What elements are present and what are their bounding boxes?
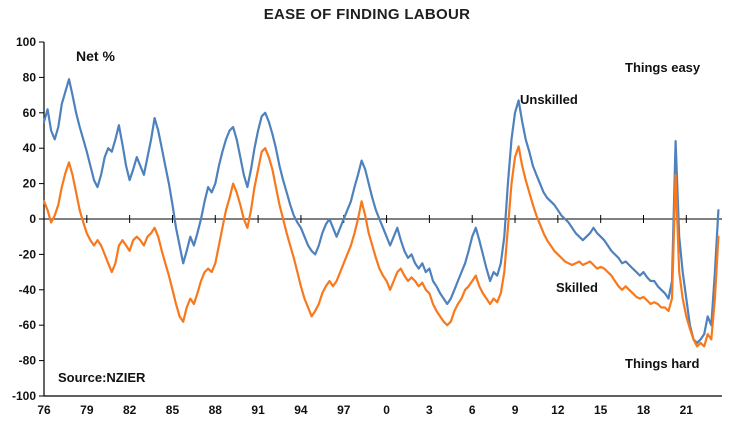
y-tick-label: -40: [19, 283, 37, 297]
y-axis-units-label: Net %: [76, 48, 115, 64]
x-tick-label: 3: [426, 403, 433, 417]
y-tick-label: -80: [19, 354, 37, 368]
x-tick-label: 0: [383, 403, 390, 417]
x-tick-label: 15: [594, 403, 608, 417]
x-tick-label: 88: [209, 403, 223, 417]
x-tick-label: 91: [251, 403, 265, 417]
y-tick-label: 40: [23, 141, 37, 155]
y-tick-label: 20: [23, 177, 37, 191]
things-easy-label: Things easy: [625, 60, 701, 75]
y-tick-label: 60: [23, 106, 37, 120]
y-tick-label: -100: [12, 389, 36, 403]
x-tick-label: 76: [37, 403, 51, 417]
x-tick-label: 21: [680, 403, 694, 417]
x-tick-label: 94: [294, 403, 308, 417]
x-tick-label: 18: [637, 403, 651, 417]
things-hard-label: Things hard: [625, 356, 700, 371]
x-tick-label: 9: [512, 403, 519, 417]
x-tick-label: 79: [80, 403, 94, 417]
y-tick-label: -60: [19, 318, 37, 332]
skilled-line: [42, 145, 720, 348]
chart-title: EASE OF FINDING LABOUR: [263, 6, 471, 23]
x-tick-label: 97: [337, 403, 351, 417]
unskilled-series-label: Unskilled: [520, 92, 578, 107]
y-tick-label: 0: [29, 212, 36, 226]
x-tick-label: 6: [469, 403, 476, 417]
skilled-series-label: Skilled: [556, 280, 598, 295]
y-tick-label: -20: [19, 247, 37, 261]
source-label: Source:NZIER: [58, 370, 146, 385]
unskilled-line: [42, 78, 720, 344]
x-tick-label: 82: [123, 403, 137, 417]
y-tick-label: 100: [16, 35, 36, 49]
y-tick-label: 80: [23, 70, 37, 84]
x-tick-label: 12: [551, 403, 565, 417]
x-tick-label: 85: [166, 403, 180, 417]
